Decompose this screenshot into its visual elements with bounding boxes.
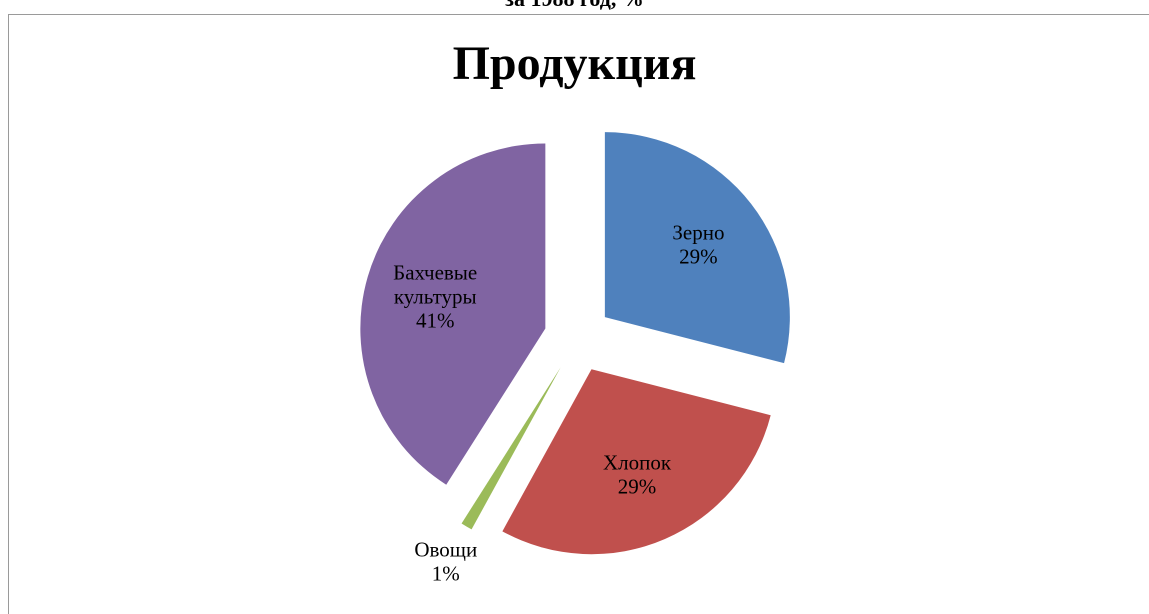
pie-slice-4 [360,143,546,485]
pie-chart: Зерно 29% Хлопок 29% Овощи 1% Бахчевые культуры… [360,132,790,585]
chart-caption: за 1988 год, % [0,0,1149,12]
data-label-2: Хлопок 29% [603,450,672,498]
data-label-3: Овощи 1% [414,538,477,585]
pie-slice-3 [461,367,561,530]
chart-area-frame [8,14,1149,614]
data-label-4: Бахчевые культуры 41% [393,261,477,333]
pie-slice-1 [604,132,790,364]
pie-slice-2 [502,369,771,555]
chart-title: Продукция [452,37,697,90]
data-label-1: Зерно 29% [672,221,724,269]
